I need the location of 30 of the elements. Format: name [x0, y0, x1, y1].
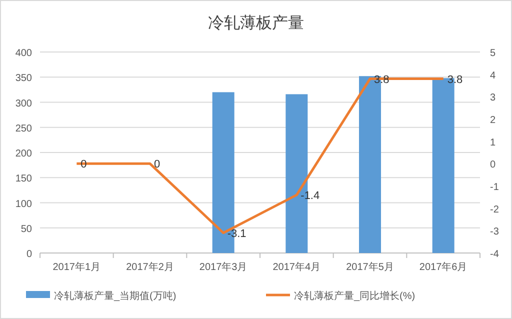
y-tick-label: 350	[15, 73, 32, 84]
chart-title: 冷轧薄板产量	[208, 14, 304, 32]
data-label: 3.8	[374, 74, 390, 86]
y2-tick-label: -4	[490, 249, 500, 260]
y-tick-label: 50	[20, 224, 32, 235]
legend-label: 冷轧薄板产量_当期值(万吨)	[54, 290, 176, 302]
x-tick-label: 2017年6月	[419, 261, 468, 273]
y-tick-label: 150	[15, 174, 32, 185]
y-tick-label: 100	[15, 198, 32, 210]
y-tick-label: 200	[15, 148, 32, 160]
x-tick-label: 2017年5月	[346, 261, 394, 273]
y-tick-label: 250	[15, 123, 32, 134]
x-tick-label: 2017年1月	[52, 261, 101, 273]
y2-tick-label: 1	[490, 137, 496, 148]
y2-tick-label: -3	[490, 226, 500, 238]
y2-tick-label: 0	[490, 160, 496, 171]
y2-tick-label: 4	[490, 70, 496, 82]
y2-tick-label: 2	[490, 115, 496, 126]
x-tick-label: 2017年2月	[126, 261, 174, 273]
y-tick-label: 0	[26, 249, 32, 260]
y2-tick-label: 3	[490, 92, 496, 104]
y-tick-label: 400	[15, 48, 32, 59]
x-tick-label: 2017年4月	[272, 261, 321, 273]
y2-tick-label: 5	[490, 48, 496, 59]
x-tick-label: 2017年3月	[199, 261, 248, 273]
data-label: 0	[154, 158, 160, 171]
y2-tick-label: -1	[490, 182, 500, 193]
y-tick-label: 300	[15, 98, 32, 110]
legend-label: 冷轧薄板产量_同比增长(%)	[294, 290, 416, 302]
y2-tick-label: -2	[490, 204, 500, 216]
